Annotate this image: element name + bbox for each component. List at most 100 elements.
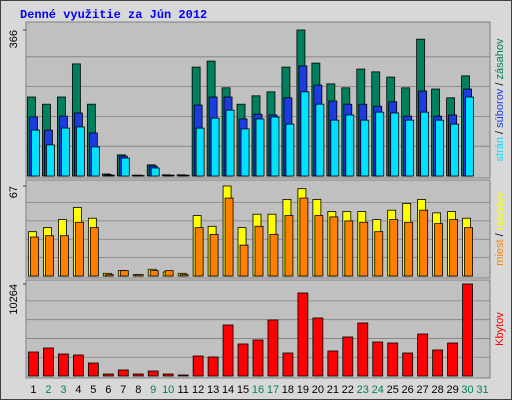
bar xyxy=(435,119,445,177)
bar xyxy=(447,342,458,377)
bar xyxy=(267,319,279,377)
bar xyxy=(404,221,414,277)
x-tick-label: 5 xyxy=(90,384,96,396)
legend-entry: návštev xyxy=(494,192,506,230)
x-tick-label: 12 xyxy=(192,384,204,396)
bar xyxy=(72,354,84,377)
x-tick-label: 15 xyxy=(237,384,249,396)
bar xyxy=(327,350,339,377)
bar xyxy=(314,215,324,277)
bar xyxy=(360,119,370,177)
bar xyxy=(45,235,54,277)
bar xyxy=(225,109,235,177)
x-tick-label: 30 xyxy=(461,384,473,396)
bar xyxy=(120,157,130,177)
bar xyxy=(89,227,99,277)
x-tick-label: 11 xyxy=(177,384,188,396)
bar xyxy=(269,233,279,277)
x-tick-label: 10 xyxy=(162,384,174,396)
bar xyxy=(222,324,234,377)
x-tick-label: 28 xyxy=(431,384,443,396)
bar xyxy=(210,117,220,177)
x-tick-label: 22 xyxy=(342,384,354,396)
bar xyxy=(105,174,115,177)
legend-separator: / xyxy=(494,128,506,137)
x-tick-label: 27 xyxy=(417,384,429,396)
bar xyxy=(420,111,430,177)
bar xyxy=(28,351,39,377)
legend-entry: Kbytov xyxy=(494,312,506,346)
bar xyxy=(390,112,400,177)
bar xyxy=(374,231,384,277)
y-tick-label: 67 xyxy=(8,186,20,198)
x-tick-label: 18 xyxy=(282,384,294,396)
legend: strán / súborov / zásahov xyxy=(494,38,506,161)
bar xyxy=(284,215,294,277)
bar xyxy=(102,373,114,377)
legend-separator: / xyxy=(494,230,506,239)
bar xyxy=(372,341,384,377)
bar xyxy=(117,369,129,377)
x-tick-label: 7 xyxy=(120,384,126,396)
bar xyxy=(134,274,144,277)
x-tick-label: 25 xyxy=(387,384,399,396)
bar xyxy=(345,114,355,177)
x-tick-label: 2 xyxy=(45,384,51,396)
bar xyxy=(402,352,414,377)
bar xyxy=(43,347,54,377)
bar xyxy=(237,343,249,377)
bar xyxy=(180,174,190,177)
x-tick-label: 29 xyxy=(446,384,458,396)
bar xyxy=(209,233,219,277)
x-tick-label: 19 xyxy=(297,384,309,396)
bar xyxy=(177,374,189,377)
bar xyxy=(464,227,473,277)
bar xyxy=(195,127,205,177)
legend-separator: / xyxy=(494,80,506,89)
x-tick-label: 16 xyxy=(252,384,264,396)
bar xyxy=(285,123,295,177)
bar xyxy=(240,128,250,177)
bar xyxy=(329,216,339,277)
legend-entry: strán xyxy=(494,137,506,161)
legend-entry: miest xyxy=(494,239,506,265)
bar xyxy=(149,270,159,277)
bar xyxy=(132,373,144,377)
bar xyxy=(30,236,39,277)
bar xyxy=(207,356,219,377)
bar xyxy=(315,103,325,177)
bar xyxy=(282,352,294,377)
bar xyxy=(449,219,458,277)
bar xyxy=(31,129,40,177)
bar xyxy=(417,333,429,377)
bar xyxy=(150,167,160,177)
x-tick-label: 26 xyxy=(402,384,414,396)
bar xyxy=(344,220,354,277)
bar xyxy=(165,174,175,177)
bar xyxy=(119,270,129,277)
bar xyxy=(465,96,474,177)
bar xyxy=(60,235,69,277)
x-tick-label: 1 xyxy=(30,384,36,396)
x-tick-label: 8 xyxy=(135,384,141,396)
bar xyxy=(164,270,174,277)
x-tick-label: 4 xyxy=(75,384,81,396)
bar xyxy=(224,197,234,277)
bar xyxy=(297,292,309,377)
bar xyxy=(434,223,444,277)
bar xyxy=(162,373,174,377)
x-tick-label: 9 xyxy=(150,384,156,396)
y-tick-label: 10264 xyxy=(8,284,20,315)
bar xyxy=(405,119,415,177)
bar xyxy=(270,116,280,177)
x-tick-label: 6 xyxy=(105,384,111,396)
bar xyxy=(74,221,84,277)
x-tick-label: 23 xyxy=(357,384,369,396)
bar xyxy=(389,219,399,277)
bar xyxy=(432,349,444,377)
bar xyxy=(192,355,204,377)
bar xyxy=(299,197,309,277)
y-tick-label: 366 xyxy=(8,30,20,48)
bar xyxy=(75,126,85,177)
